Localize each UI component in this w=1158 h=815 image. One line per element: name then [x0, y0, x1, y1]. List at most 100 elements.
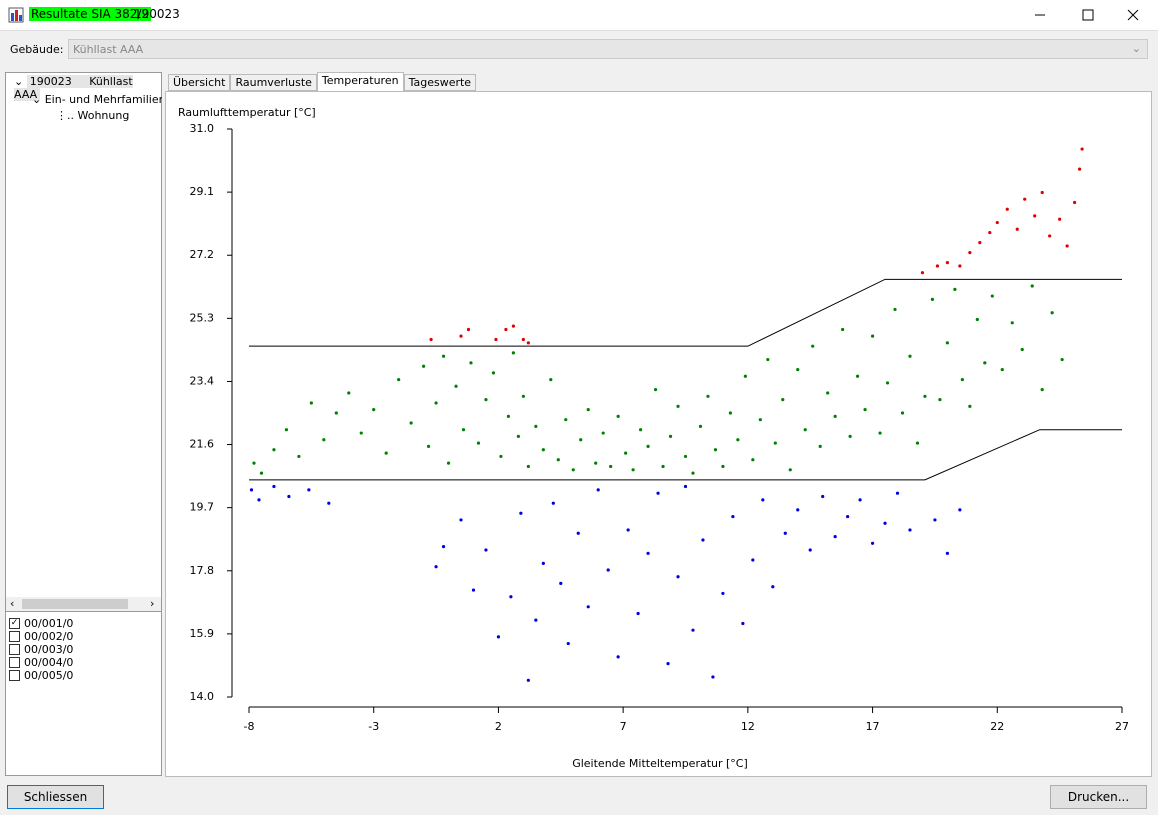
window-controls[interactable] [1030, 8, 1150, 22]
tab[interactable]: Raumverluste [230, 74, 317, 91]
point [1020, 347, 1024, 352]
print-button[interactable]: Drucken... [1050, 785, 1147, 809]
point [883, 521, 887, 525]
y-tick-label: 29.1 [190, 185, 215, 198]
y-tick-label: 15.9 [190, 627, 215, 640]
point [631, 468, 635, 472]
point [923, 394, 927, 398]
point [526, 341, 530, 345]
point [995, 220, 999, 225]
point [1040, 190, 1044, 195]
point [796, 508, 800, 512]
point [626, 528, 630, 532]
y-tick-label: 21.6 [190, 438, 215, 451]
point [636, 611, 640, 616]
tree-child[interactable]: ⌄ Ein- und Mehrfamilienhä [32, 93, 162, 106]
point [1010, 321, 1014, 325]
checkbox-row[interactable]: 00/002/0 [9, 630, 73, 643]
checkbox-label: 00/004/0 [24, 656, 74, 669]
point [803, 428, 807, 432]
tree-root[interactable]: ⌄ 190023 Kühllast AAA [14, 75, 133, 101]
point [549, 377, 553, 382]
point [653, 388, 658, 392]
building-dropdown[interactable]: Kühllast AAA ⌄ [68, 39, 1148, 59]
point [721, 591, 725, 596]
point [434, 565, 438, 569]
x-tick-label: 12 [741, 720, 755, 733]
point [666, 661, 670, 666]
point [639, 428, 643, 432]
point [606, 568, 610, 572]
y-tick-label: 31.0 [190, 122, 215, 135]
point [691, 471, 695, 475]
point [541, 561, 545, 565]
checkbox[interactable] [9, 669, 20, 681]
point [878, 431, 882, 435]
point [920, 271, 925, 275]
tab[interactable]: Temperaturen [316, 72, 404, 92]
checkbox[interactable]: ✓ [9, 617, 20, 629]
point [683, 454, 688, 459]
point [347, 391, 351, 395]
checkbox-row[interactable]: ✓ 00/001/0 [9, 617, 73, 630]
point [556, 458, 560, 462]
checkbox-row[interactable]: 00/004/0 [9, 656, 73, 669]
point [863, 408, 867, 412]
point [1023, 197, 1027, 201]
point [516, 434, 520, 438]
point [609, 464, 613, 469]
x-tick-label: 2 [495, 720, 502, 733]
point [1058, 217, 1062, 221]
tree-leaf[interactable]: ⋮.. Wohnung [56, 109, 130, 122]
point [953, 287, 957, 291]
point [728, 411, 732, 415]
close-button[interactable]: Schliessen [7, 785, 104, 809]
point [327, 501, 331, 505]
point [511, 351, 515, 355]
limit-line [249, 278, 1122, 347]
point [698, 424, 703, 428]
point [429, 337, 433, 342]
point [409, 421, 413, 425]
point [1033, 214, 1037, 218]
checkbox[interactable] [9, 643, 20, 655]
point [359, 431, 363, 435]
checkbox-row[interactable]: 00/003/0 [9, 643, 73, 656]
point [506, 414, 511, 418]
tab[interactable]: Tageswerte [403, 74, 477, 91]
checkbox[interactable] [9, 630, 20, 642]
point [1073, 200, 1077, 205]
point [741, 621, 745, 626]
point [908, 354, 912, 358]
point [434, 401, 438, 405]
point [773, 441, 777, 445]
point [856, 374, 860, 378]
checkbox-row[interactable]: 00/005/0 [9, 669, 73, 682]
point [646, 444, 650, 449]
point [384, 451, 388, 455]
point [731, 514, 735, 519]
point [257, 498, 261, 502]
scrollbar[interactable]: ‹ › [6, 597, 161, 612]
window-title-id: 190023 [134, 7, 180, 21]
point [1050, 311, 1054, 315]
point [945, 261, 950, 265]
point [534, 424, 538, 428]
checkbox[interactable] [9, 656, 20, 668]
point [259, 471, 264, 475]
point [494, 337, 498, 342]
point [511, 324, 515, 328]
point [519, 511, 523, 515]
point [968, 251, 972, 255]
y-axis-label: Raumlufttemperatur [°C] [178, 106, 316, 119]
point [491, 371, 496, 375]
point [796, 367, 800, 372]
y-tick-label: 23.4 [190, 374, 215, 387]
point [848, 434, 852, 438]
point [983, 361, 987, 365]
point [454, 384, 458, 388]
point [1048, 234, 1052, 238]
x-tick-label: 27 [1115, 720, 1129, 733]
tab[interactable]: Übersicht [168, 74, 231, 91]
point [713, 448, 718, 452]
